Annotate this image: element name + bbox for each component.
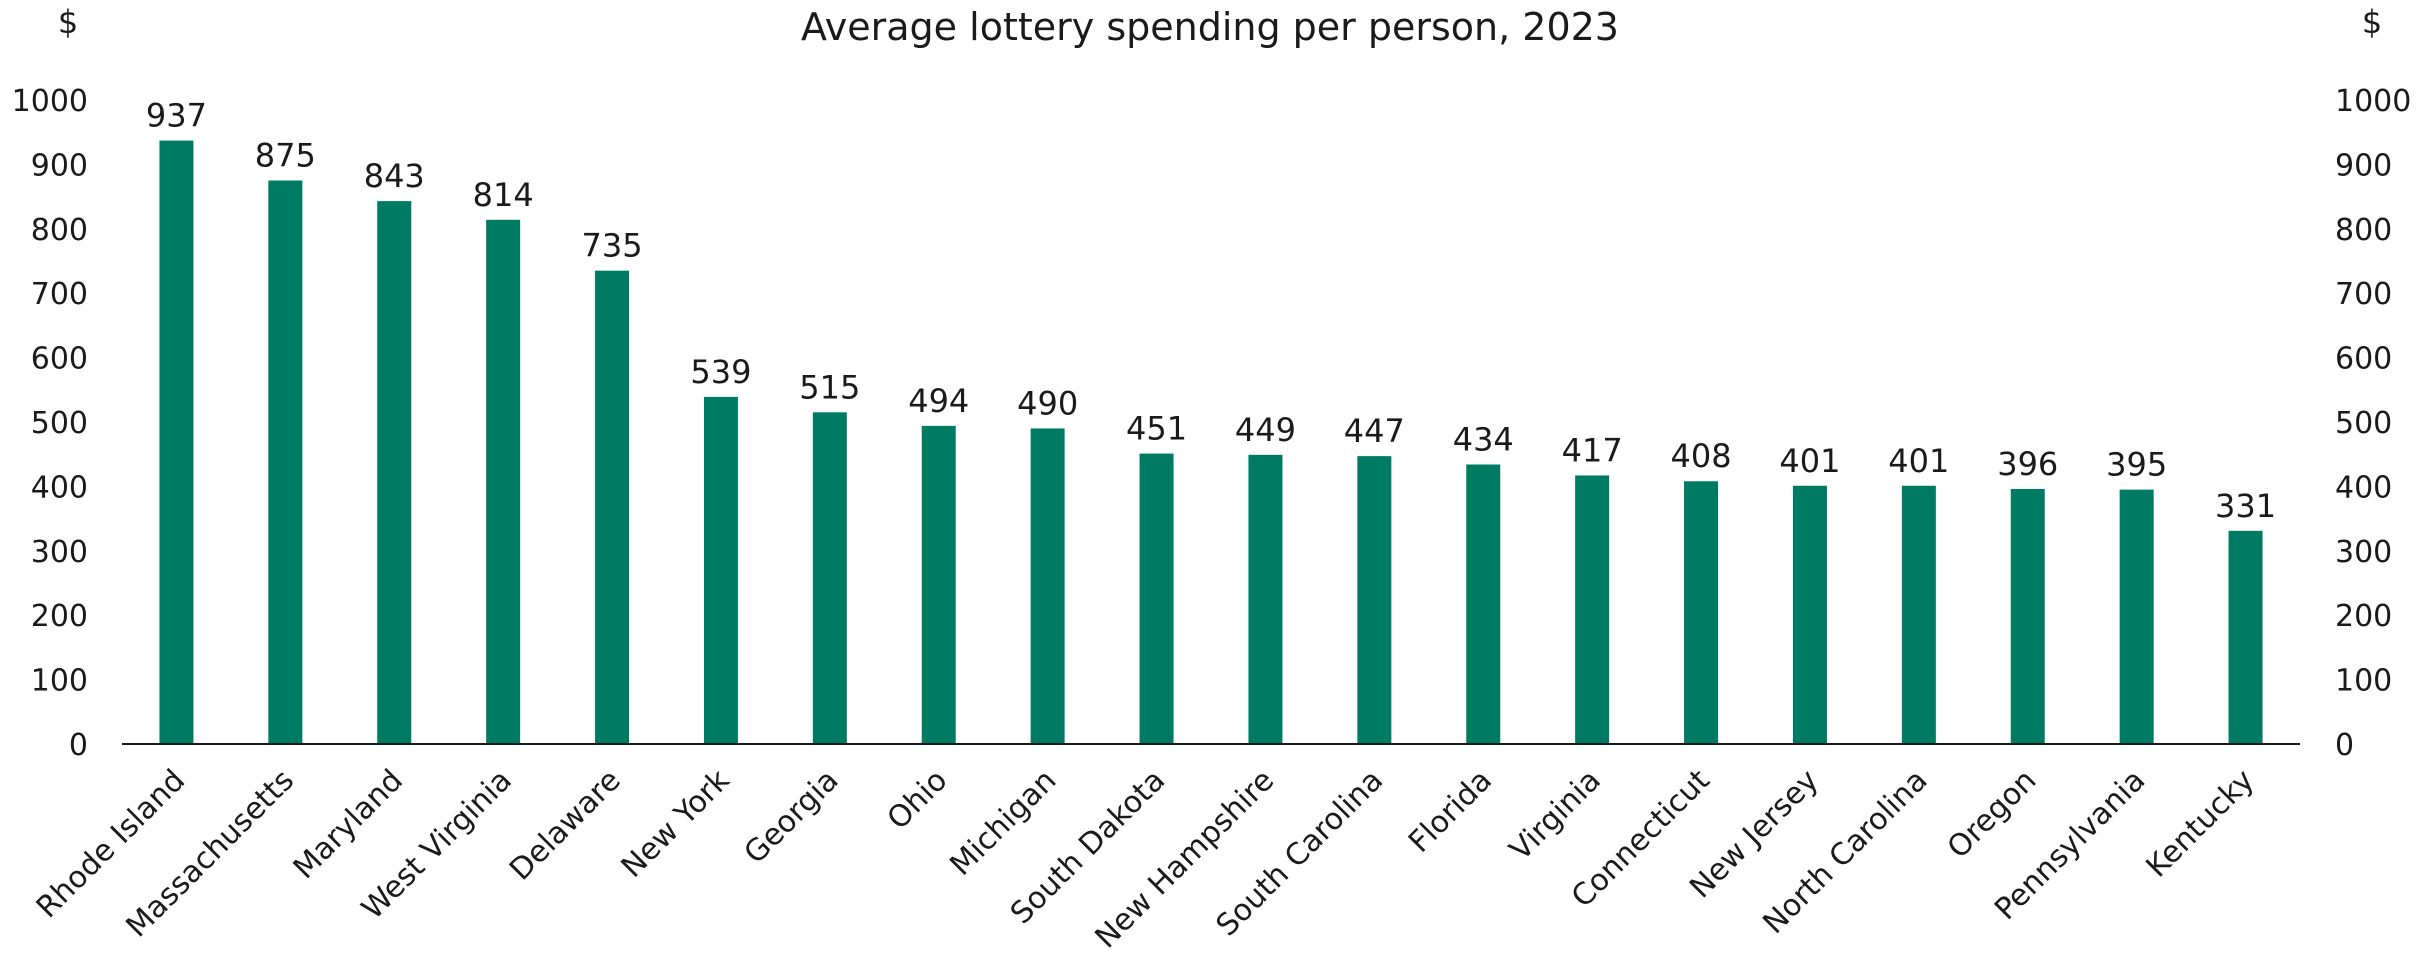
bar bbox=[2120, 490, 2154, 744]
data-label: 814 bbox=[473, 176, 534, 214]
data-label: 331 bbox=[2215, 487, 2276, 525]
bar bbox=[922, 426, 956, 744]
bar bbox=[1793, 486, 1827, 744]
bar bbox=[595, 271, 629, 744]
right-y-tick-label: 900 bbox=[2335, 148, 2392, 183]
category-label: Georgia bbox=[738, 763, 846, 871]
right-y-axis-ticks: 0 100 200 300 400 500 600 700 800 900 1000 bbox=[2335, 84, 2411, 763]
data-label: 451 bbox=[1126, 410, 1187, 448]
bar bbox=[1466, 465, 1500, 744]
data-label: 843 bbox=[364, 157, 425, 195]
bar bbox=[377, 201, 411, 744]
right-y-tick-label: 200 bbox=[2335, 599, 2392, 634]
category-label: Virginia bbox=[1503, 763, 1608, 868]
data-label: 396 bbox=[1997, 445, 2058, 483]
left-y-tick-label: 700 bbox=[31, 277, 88, 312]
right-y-tick-label: 600 bbox=[2335, 342, 2392, 377]
left-y-tick-label: 100 bbox=[31, 664, 88, 699]
data-label: 417 bbox=[1562, 431, 1623, 469]
data-label: 408 bbox=[1671, 437, 1732, 475]
bar bbox=[159, 141, 193, 744]
bar bbox=[1248, 455, 1282, 744]
bar bbox=[1902, 486, 1936, 744]
category-label: Ohio bbox=[881, 763, 955, 837]
right-y-tick-label: 100 bbox=[2335, 664, 2392, 699]
bar bbox=[704, 397, 738, 744]
category-label: Florida bbox=[1402, 763, 1499, 860]
right-y-tick-label: 700 bbox=[2335, 277, 2392, 312]
left-y-tick-label: 500 bbox=[31, 406, 88, 441]
left-y-tick-label: 300 bbox=[31, 535, 88, 570]
bar bbox=[813, 412, 847, 744]
data-label: 494 bbox=[908, 382, 969, 420]
data-label: 937 bbox=[146, 97, 207, 135]
right-y-tick-label: 800 bbox=[2335, 213, 2392, 248]
data-label: 539 bbox=[690, 353, 751, 391]
left-y-axis-ticks: 0 100 200 300 400 500 600 700 800 900 1000 bbox=[12, 84, 88, 763]
data-label: 875 bbox=[255, 137, 316, 175]
category-label: Kentucky bbox=[2140, 763, 2262, 885]
left-y-tick-label: 600 bbox=[31, 342, 88, 377]
left-y-tick-label: 1000 bbox=[12, 84, 88, 119]
bar bbox=[2229, 531, 2263, 744]
left-y-tick-label: 0 bbox=[69, 728, 88, 763]
right-y-tick-label: 300 bbox=[2335, 535, 2392, 570]
right-y-tick-label: 0 bbox=[2335, 728, 2354, 763]
right-y-tick-label: 500 bbox=[2335, 406, 2392, 441]
left-y-tick-label: 400 bbox=[31, 470, 88, 505]
left-y-tick-label: 900 bbox=[31, 148, 88, 183]
bar bbox=[1140, 454, 1174, 744]
bar bbox=[1357, 456, 1391, 744]
bar bbox=[486, 220, 520, 744]
bar bbox=[1684, 481, 1718, 744]
bar bbox=[1031, 428, 1065, 744]
data-label: 401 bbox=[1779, 442, 1840, 480]
right-axis-unit: $ bbox=[2362, 3, 2382, 41]
bar bbox=[268, 181, 302, 745]
data-label: 434 bbox=[1453, 421, 1514, 459]
category-label: Oregon bbox=[1941, 763, 2044, 866]
data-label: 515 bbox=[799, 368, 860, 406]
category-label: New York bbox=[615, 762, 737, 884]
left-y-tick-label: 800 bbox=[31, 213, 88, 248]
chart-title: Average lottery spending per person, 202… bbox=[801, 5, 1619, 49]
bar bbox=[1575, 475, 1609, 744]
data-label: 401 bbox=[1888, 442, 1949, 480]
data-label: 735 bbox=[582, 227, 643, 265]
category-label: Delaware bbox=[503, 763, 628, 888]
left-axis-unit: $ bbox=[58, 3, 78, 41]
data-label: 447 bbox=[1344, 412, 1405, 450]
right-y-tick-label: 1000 bbox=[2335, 84, 2411, 119]
data-labels: 937 875 843 814 735 539 515 494 490 451 449 447 434 4… bbox=[146, 97, 2276, 525]
data-label: 449 bbox=[1235, 411, 1296, 449]
data-label: 490 bbox=[1017, 384, 1078, 422]
right-y-tick-label: 400 bbox=[2335, 470, 2392, 505]
left-y-tick-label: 200 bbox=[31, 599, 88, 634]
bar bbox=[2011, 489, 2045, 744]
data-label: 395 bbox=[2106, 446, 2167, 484]
